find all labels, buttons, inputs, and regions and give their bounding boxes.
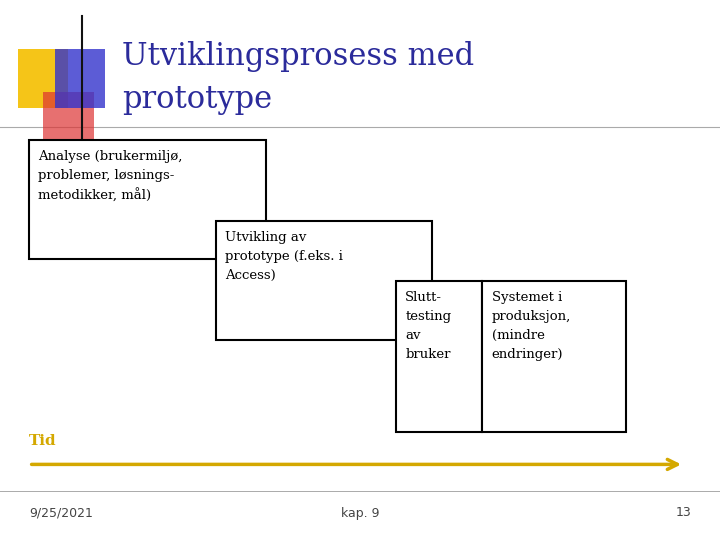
Text: Tid: Tid <box>29 434 56 448</box>
Text: 9/25/2021: 9/25/2021 <box>29 507 93 519</box>
Text: prototype: prototype <box>122 84 273 116</box>
Bar <box>55 49 105 108</box>
Bar <box>18 49 68 108</box>
Text: Utvikling av
prototype (f.eks. i
Access): Utvikling av prototype (f.eks. i Access) <box>225 231 343 282</box>
Text: Analyse (brukermiljø,
problemer, løsnings-
metodikker, mål): Analyse (brukermiljø, problemer, løsning… <box>38 150 183 203</box>
Text: Slutt-
testing
av
bruker: Slutt- testing av bruker <box>405 291 451 361</box>
Text: Systemet i
produksjon,
(mindre
endringer): Systemet i produksjon, (mindre endringer… <box>492 291 571 361</box>
Text: Utviklingsprosess med: Utviklingsprosess med <box>122 41 474 72</box>
Bar <box>482 281 626 432</box>
Text: kap. 9: kap. 9 <box>341 507 379 519</box>
Bar <box>29 140 266 259</box>
Bar <box>43 92 94 151</box>
Bar <box>216 221 432 340</box>
Bar <box>396 281 482 432</box>
Text: 13: 13 <box>675 507 691 519</box>
